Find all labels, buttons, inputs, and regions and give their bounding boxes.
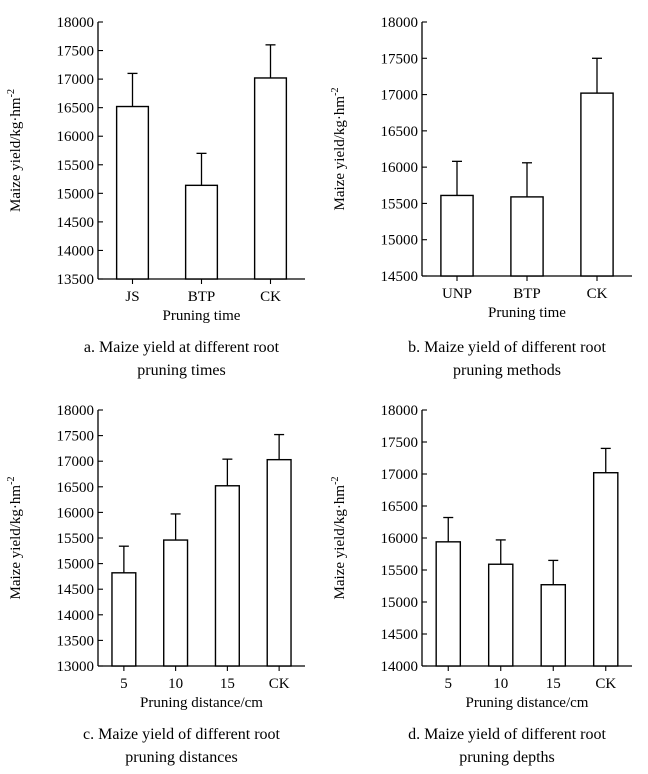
x-tick-label: 5 — [120, 676, 128, 692]
x-tick-label: 10 — [168, 676, 183, 692]
y-tick-label: 15000 — [57, 186, 95, 202]
y-tick-label: 14000 — [381, 659, 419, 675]
y-tick-label: 14500 — [57, 215, 95, 231]
x-tick-label: 10 — [493, 676, 508, 692]
y-tick-label: 15500 — [381, 196, 419, 212]
y-tick-label: 17000 — [381, 88, 419, 104]
bar-UNP — [440, 194, 474, 277]
bar-JS — [115, 105, 150, 280]
bar-BTP — [184, 184, 219, 280]
x-tick-label: CK — [269, 676, 290, 692]
chart-panel-a: 13500 14000 14500 15000 15500 16000 16500 17000… — [6, 15, 305, 379]
y-tick-label: 13500 — [57, 272, 95, 288]
bar-15 — [540, 584, 567, 667]
x-axis-title: Pruning time — [488, 305, 566, 321]
y-tick-label: 14000 — [57, 608, 95, 624]
y-axis-title: Maize yield/kg·hm-2 — [330, 477, 348, 600]
y-tick-label: 16500 — [57, 480, 95, 496]
y-tick-label: 18000 — [381, 15, 419, 31]
y-tick-label: 16500 — [381, 499, 419, 515]
x-tick-label: 15 — [546, 676, 561, 692]
y-tick-label: 14500 — [381, 269, 419, 285]
y-tick-label: 16500 — [381, 124, 419, 140]
caption-line-1: c. Maize yield of different root — [83, 726, 281, 743]
y-tick-label: 15500 — [381, 563, 419, 579]
x-tick-label: JS — [125, 289, 139, 305]
bar-CK — [253, 77, 288, 280]
y-tick-label: 16000 — [57, 505, 95, 521]
bar-5 — [111, 572, 137, 667]
chart-panel-c: 13000 13500 14000 14500 15000 15500 16000 16500… — [6, 403, 305, 766]
y-tick-label: 15500 — [57, 531, 95, 547]
y-tick-label: 17500 — [381, 435, 419, 451]
caption-line-1: d. Maize yield of different root — [408, 726, 606, 743]
y-tick-label: 18000 — [57, 403, 95, 419]
y-tick-label: 17500 — [57, 44, 95, 60]
y-tick-label: 14500 — [381, 627, 419, 643]
y-axis-title: Maize yield/kg·hm-2 — [6, 89, 24, 212]
caption-line-2: pruning distances — [125, 749, 237, 766]
y-tick-label: 17500 — [381, 51, 419, 67]
caption-line-2: pruning times — [137, 362, 225, 379]
y-tick-label: 17000 — [57, 454, 95, 470]
y-tick-label: 17000 — [381, 467, 419, 483]
caption-line-1: b. Maize yield of different root — [408, 339, 606, 356]
x-tick-label: CK — [587, 286, 608, 302]
y-tick-label: 15000 — [381, 595, 419, 611]
bar-5 — [435, 541, 462, 667]
bar-CK — [266, 458, 292, 667]
x-tick-label: UNP — [442, 286, 472, 302]
bar-CK — [580, 92, 614, 277]
y-tick-label: 17000 — [57, 72, 95, 88]
bar-BTP — [510, 196, 544, 277]
x-tick-label: CK — [260, 289, 281, 305]
caption-line-2: pruning methods — [453, 362, 561, 379]
x-tick-label: CK — [595, 676, 616, 692]
bar-15 — [214, 485, 240, 667]
bar-10 — [487, 563, 514, 667]
y-tick-label: 16000 — [381, 160, 419, 176]
caption-line-1: a. Maize yield at different root — [84, 339, 280, 356]
y-tick-label: 17500 — [57, 429, 95, 445]
y-tick-label: 16000 — [381, 531, 419, 547]
bar-CK — [592, 472, 619, 667]
y-tick-label: 18000 — [57, 15, 95, 31]
bar-10 — [163, 539, 189, 667]
y-tick-label: 15500 — [57, 158, 95, 174]
y-axis-title: Maize yield/kg·hm-2 — [6, 477, 24, 600]
y-tick-label: 18000 — [381, 403, 419, 419]
chart-panel-d: 14000 14500 15000 15500 16000 16500 17000 17500… — [330, 403, 632, 766]
y-tick-label: 14000 — [57, 243, 95, 259]
y-tick-label: 16000 — [57, 129, 95, 145]
x-tick-label: BTP — [188, 289, 216, 305]
x-axis-title: Pruning distance/cm — [466, 695, 589, 711]
y-tick-label: 13500 — [57, 633, 95, 649]
x-tick-label: BTP — [513, 286, 541, 302]
y-tick-label: 15000 — [381, 233, 419, 249]
x-tick-label: 15 — [220, 676, 235, 692]
x-tick-label: 5 — [445, 676, 453, 692]
chart-panel-b: 14500 15000 15500 16000 16500 17000 17500 18000… — [330, 15, 632, 379]
y-axis-title: Maize yield/kg·hm-2 — [330, 88, 348, 211]
x-axis-title: Pruning time — [163, 308, 241, 324]
y-tick-label: 14500 — [57, 582, 95, 598]
caption-line-2: pruning depths — [459, 749, 555, 766]
x-axis-title: Pruning distance/cm — [140, 695, 263, 711]
y-tick-label: 15000 — [57, 557, 95, 573]
y-tick-label: 13000 — [57, 659, 95, 675]
y-tick-label: 16500 — [57, 101, 95, 117]
